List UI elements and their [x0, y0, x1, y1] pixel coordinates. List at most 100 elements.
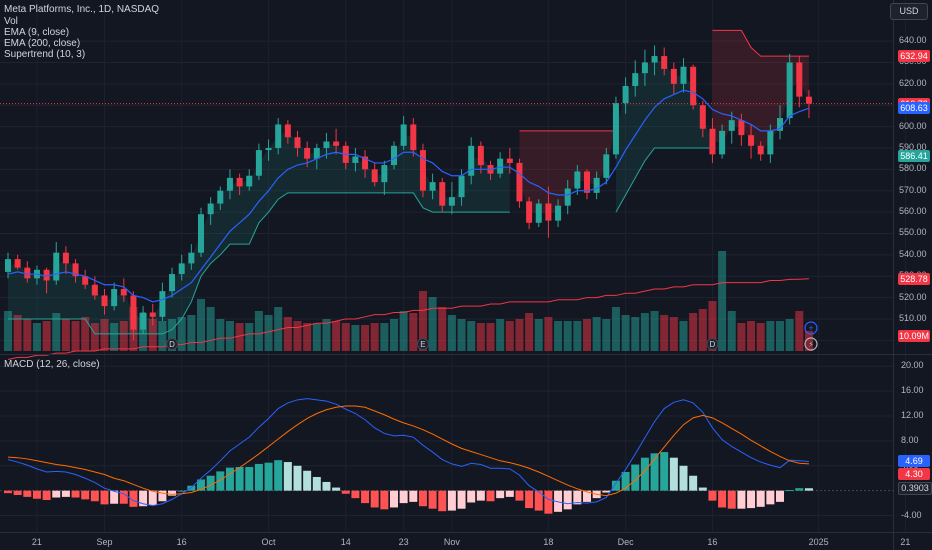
event-marker — [166, 338, 179, 350]
time-axis-label: 16 — [176, 537, 187, 547]
macd-hist-bar — [698, 487, 707, 491]
candle-body — [641, 62, 648, 74]
macd-hist-bar — [13, 490, 22, 496]
macd-hist-bar — [293, 465, 302, 491]
macd-hist-bar — [660, 452, 669, 491]
candle-body — [728, 120, 735, 131]
volume-bar — [274, 307, 283, 351]
macd-hist-bar — [158, 490, 167, 502]
currency-button[interactable]: USD — [890, 3, 928, 20]
candle-body — [294, 137, 301, 148]
macd-hist-bar — [283, 462, 292, 491]
candle-body — [246, 175, 253, 187]
macd-hist-bar — [476, 490, 485, 501]
candle-body — [661, 56, 668, 69]
candle-body — [198, 214, 204, 253]
indicator-supertrend[interactable]: Supertrend (10, 3) — [4, 49, 86, 60]
macd-hist-bar — [399, 490, 408, 504]
macd-hist-bar — [119, 490, 128, 504]
candle-body — [400, 124, 407, 146]
volume-bar — [52, 313, 61, 351]
volume-bar — [100, 319, 109, 351]
volume-bar — [660, 315, 669, 351]
price-axis-label: 540.00 — [899, 248, 927, 259]
volume-bar — [264, 315, 273, 351]
indicator-vol[interactable]: Vol — [4, 16, 18, 27]
macd-hist-bar — [679, 465, 688, 491]
candle-body — [805, 96, 812, 104]
volume-bar — [341, 323, 350, 351]
plus-glyph: + — [808, 323, 813, 333]
macd-hist-bar — [544, 490, 553, 514]
volume-bar — [563, 321, 572, 351]
macd-hist-bar — [718, 490, 727, 508]
macd-hist-bar — [52, 490, 61, 498]
macd-hist-bar — [81, 490, 90, 500]
volume-bar — [235, 323, 244, 351]
lightning-icon[interactable] — [804, 337, 818, 351]
time-axis-label: 21 — [900, 537, 911, 547]
volume-bar — [110, 323, 119, 351]
candle-body — [207, 203, 214, 215]
volume-bar — [351, 325, 360, 351]
candle-body — [391, 145, 397, 166]
macd-hist-bar — [61, 490, 70, 497]
macd-hist-bar — [447, 490, 456, 511]
macd-hist-bar — [303, 470, 312, 491]
time-axis-label: 14 — [340, 537, 351, 547]
candle-body — [255, 150, 262, 176]
macd-hist-bar — [129, 490, 138, 507]
macd-hist-bar — [804, 488, 813, 491]
candle-body — [429, 182, 436, 191]
candle-body — [670, 68, 677, 84]
candle-body — [593, 177, 600, 193]
volume-bar — [254, 311, 263, 351]
volume-bar — [177, 317, 186, 351]
volume-bar — [766, 321, 775, 351]
candle-body — [719, 130, 726, 155]
macd-hist-bar — [766, 490, 775, 505]
macd-hist-bar — [351, 490, 360, 499]
indicator-ema9[interactable]: EMA (9, close) — [4, 27, 70, 38]
candle-body — [458, 175, 465, 198]
volume-bar — [447, 315, 456, 351]
macd-hist-bar — [689, 475, 698, 491]
candle-body — [140, 312, 147, 330]
macd-hist-bar — [727, 490, 736, 509]
volume-bar — [621, 315, 630, 351]
price-axis-label: 520.00 — [899, 291, 927, 302]
volume-bar — [197, 299, 205, 351]
candles[interactable] — [5, 45, 812, 341]
macd-hist-bar — [264, 462, 273, 491]
macd-hist-bar — [110, 490, 119, 504]
volume-bar — [804, 330, 813, 351]
candle-body — [699, 105, 706, 129]
time-axis-label: 2025 — [808, 537, 829, 547]
time-axis-label: Oct — [261, 537, 276, 547]
macd-hist-bar — [611, 480, 620, 491]
macd-axis-label: 8.00 — [901, 434, 919, 445]
macd-line-path — [7, 398, 809, 507]
candle-body — [304, 147, 311, 159]
macd-hist-bar — [602, 490, 611, 493]
candle-body — [777, 118, 783, 131]
candle-body — [439, 182, 446, 206]
price-axis-label: 550.00 — [899, 227, 927, 238]
candle-body — [584, 171, 590, 193]
ema9-path — [7, 89, 810, 303]
supertrend-down-zone — [712, 30, 809, 151]
volume-bar — [303, 323, 312, 351]
volume-bar — [245, 323, 254, 351]
time-axis-label: Nov — [443, 537, 460, 547]
volume-bar — [611, 307, 620, 351]
symbol-title[interactable]: Meta Platforms, Inc., 1D, NASDAQ — [4, 4, 160, 15]
macd-hist-bar — [254, 463, 263, 491]
indicator-ema200[interactable]: EMA (200, close) — [4, 38, 81, 49]
volume-bar — [399, 311, 408, 351]
volume-bar — [679, 321, 688, 351]
indicator-macd[interactable]: MACD (12, 26, close) — [4, 359, 100, 370]
add-alert-icon[interactable] — [804, 321, 818, 335]
macd-hist-bar — [312, 476, 321, 491]
